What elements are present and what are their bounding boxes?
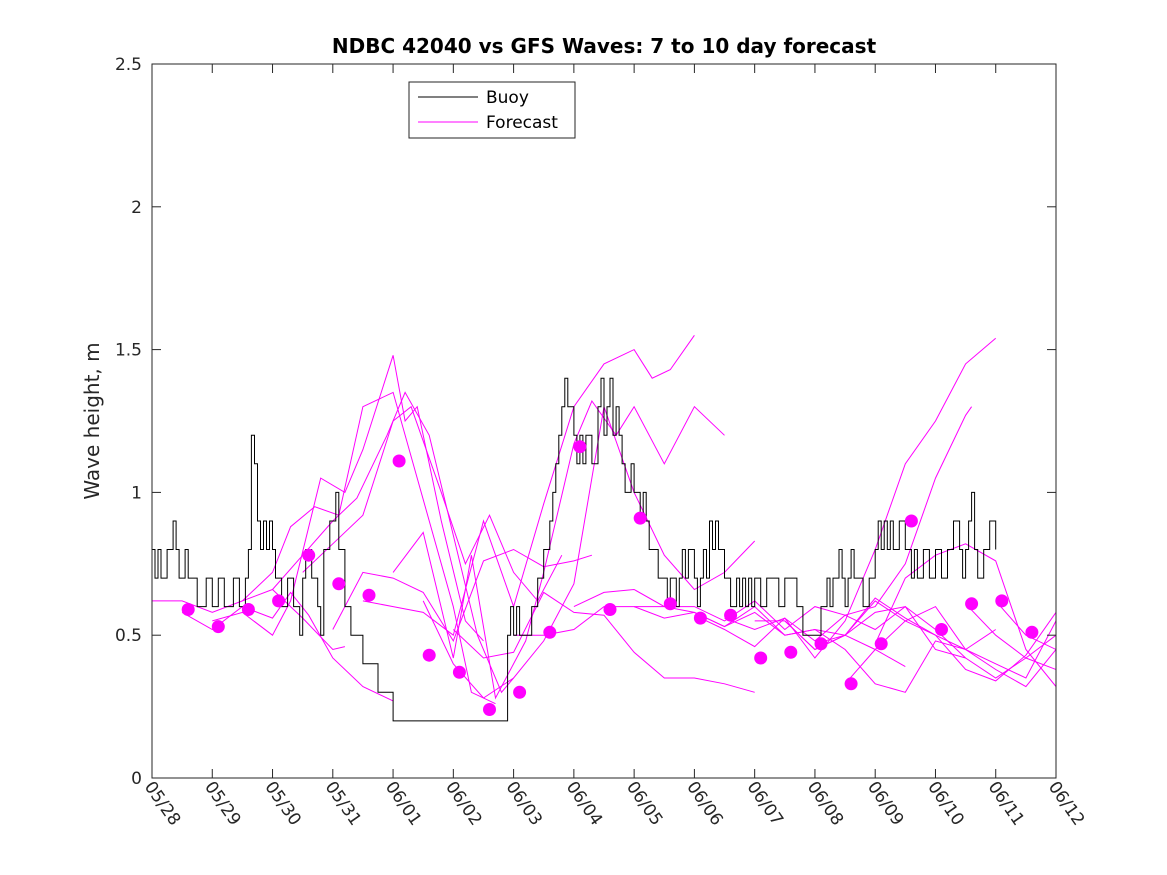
y-tick-label: 2 — [131, 198, 142, 218]
forecast-marker — [754, 651, 768, 665]
x-tick-label: 06/04 — [562, 778, 606, 830]
y-axis: 0 0.5 1 1.5 2 2.5 — [115, 55, 1056, 789]
x-tick-label: 05/30 — [260, 778, 304, 830]
legend: Buoy Forecast — [408, 81, 576, 139]
x-tick-label: 05/28 — [140, 778, 184, 830]
forecast-marker — [693, 611, 707, 625]
x-tick-label: 06/01 — [381, 778, 425, 830]
x-tick-label: 06/12 — [1044, 778, 1088, 830]
forecast-line — [422, 404, 756, 699]
x-tick-label: 05/31 — [321, 778, 365, 830]
forecast-line — [724, 337, 997, 659]
x-tick-label: 05/29 — [200, 778, 244, 830]
forecast-marker — [392, 454, 406, 468]
forecast-marker — [362, 588, 376, 602]
forecast-marker — [995, 594, 1009, 608]
forecast-marker — [904, 514, 918, 528]
plot-frame — [151, 63, 1057, 779]
plot-area — [152, 335, 1056, 722]
forecast-marker — [332, 577, 346, 591]
x-tick-label: 06/11 — [984, 778, 1028, 830]
forecast-marker — [181, 603, 195, 616]
forecast-line — [242, 391, 496, 705]
forecast-marker — [573, 440, 587, 454]
forecast-marker — [302, 548, 316, 562]
forecast-marker — [211, 620, 225, 634]
forecast-line — [302, 405, 563, 602]
x-tick-label: 06/09 — [863, 778, 907, 830]
forecast-marker — [483, 703, 496, 716]
x-tick-label: 06/10 — [923, 778, 967, 830]
chart-title: NDBC 42040 vs GFS Waves: 7 to 10 day for… — [332, 34, 877, 58]
forecast-marker — [874, 637, 888, 651]
forecast-marker — [1025, 625, 1039, 639]
x-tick-label: 06/07 — [743, 778, 787, 830]
forecast-marker — [272, 594, 286, 608]
forecast-line — [272, 391, 514, 694]
forecast-marker — [965, 597, 979, 611]
x-tick-label: 06/03 — [501, 778, 545, 830]
forecast-marker — [241, 603, 255, 616]
forecast-line — [965, 603, 1056, 671]
forecast-line — [362, 335, 695, 637]
forecast-marker — [422, 648, 436, 662]
forecast-line — [694, 406, 973, 648]
x-tick-label: 06/02 — [441, 778, 485, 830]
y-tick-label: 2.5 — [115, 55, 142, 75]
y-tick-label: 0.5 — [115, 626, 142, 646]
y-tick-label: 1.5 — [115, 341, 142, 361]
legend-buoy-label: Buoy — [486, 88, 529, 108]
forecast-marker — [663, 597, 677, 611]
forecast-line — [995, 600, 1056, 651]
forecast-line — [844, 605, 1056, 688]
forecast-line — [181, 591, 394, 702]
buoy-line — [152, 377, 997, 722]
legend-forecast-label: Forecast — [486, 113, 558, 133]
forecast-line — [814, 597, 1056, 682]
forecast-marker — [784, 645, 798, 659]
forecast-line — [392, 399, 725, 700]
x-tick-label: 06/06 — [682, 778, 726, 830]
forecast-marker — [844, 677, 858, 691]
x-axis: 05/28 05/29 05/30 05/31 06/01 06/02 06/03 06/04… — [140, 64, 1088, 830]
forecast-marker — [935, 623, 948, 636]
y-axis-label: Wave height, m — [80, 342, 104, 499]
forecast-line — [332, 548, 593, 643]
forecast-marker — [814, 637, 828, 651]
forecast-marker — [603, 603, 617, 616]
x-tick-label: 06/08 — [803, 778, 847, 830]
forecast-line — [573, 588, 966, 659]
forecast-marker — [452, 665, 466, 679]
x-tick-label: 06/05 — [622, 778, 666, 830]
y-tick-label: 1 — [131, 483, 142, 503]
forecast-line — [212, 355, 484, 642]
legend-box — [408, 81, 576, 139]
forecast-line — [152, 588, 346, 651]
forecast-line — [452, 591, 755, 693]
forecast-marker — [633, 511, 647, 525]
forecast-marker — [543, 625, 557, 639]
forecast-line — [874, 543, 1056, 688]
forecast-marker — [513, 685, 527, 699]
forecast-line — [633, 606, 996, 693]
forecast-marker — [724, 608, 738, 622]
y-tick-label: 0 — [131, 769, 142, 789]
